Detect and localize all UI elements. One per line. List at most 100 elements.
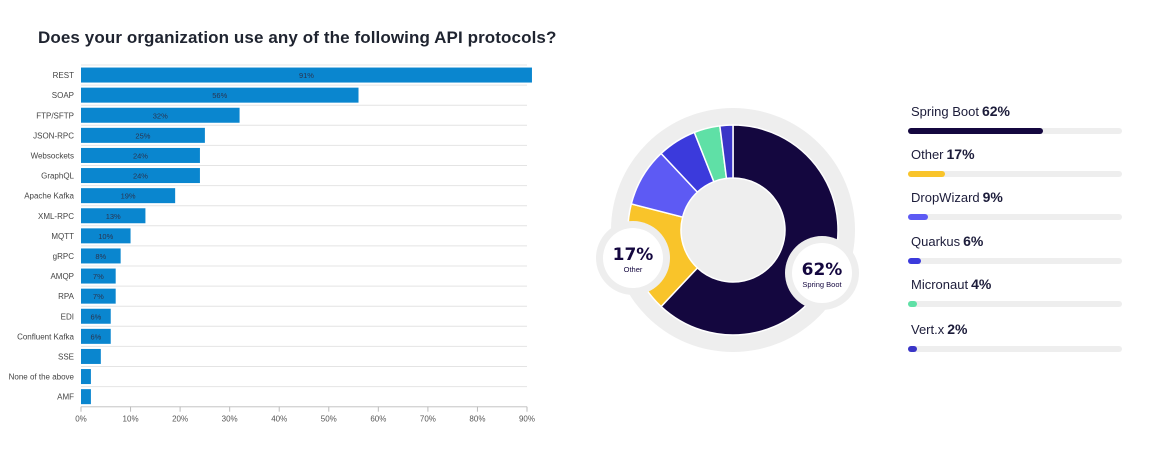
category-label: SSE — [58, 352, 74, 361]
legend-label: Micronaut 4% — [911, 276, 991, 292]
legend-fill — [908, 301, 917, 307]
bar-value-label: 56% — [212, 91, 227, 100]
legend-fill — [908, 214, 928, 220]
legend-series-name: Quarkus — [911, 234, 961, 249]
x-tick-label: 20% — [172, 415, 188, 424]
bar — [81, 147, 200, 163]
legend-series-name: Other — [911, 147, 944, 162]
legend-item: Quarkus 6% — [908, 233, 1123, 273]
category-label: None of the above — [9, 373, 75, 382]
bar-value-label: 24% — [133, 172, 148, 181]
bar-value-label: 13% — [106, 212, 121, 221]
legend-label: Spring Boot 62% — [911, 103, 1010, 119]
legend-track — [908, 171, 1122, 177]
x-tick-label: 70% — [420, 415, 436, 424]
category-label: GraphQL — [41, 172, 74, 181]
bar — [81, 268, 116, 284]
legend-series-name: Micronaut — [911, 277, 969, 292]
x-tick-label: 40% — [271, 415, 287, 424]
legend-track — [908, 258, 1122, 264]
bar-value-label: 8% — [95, 252, 106, 261]
bar — [81, 107, 240, 123]
category-label: FTP/SFTP — [36, 111, 74, 120]
legend-label: Vert.x 2% — [911, 321, 967, 337]
x-tick-label: 60% — [370, 415, 386, 424]
bar — [81, 228, 131, 244]
legend-track — [908, 214, 1122, 220]
donut-chart: 62%Spring Boot 17%Other — [596, 108, 859, 352]
legend-fill — [908, 258, 922, 264]
category-label: REST — [53, 71, 74, 80]
bar-value-label: 91% — [299, 71, 314, 80]
category-label: Confluent Kafka — [17, 332, 74, 341]
category-label: gRPC — [53, 252, 75, 261]
callout-bubble — [603, 228, 663, 288]
x-tick-label: 30% — [222, 415, 238, 424]
bar — [81, 67, 532, 83]
bar — [81, 248, 121, 264]
x-tick-label: 80% — [469, 415, 485, 424]
donut-center — [682, 179, 784, 281]
bar-value-label: 19% — [121, 192, 136, 201]
bar-value-label: 10% — [98, 232, 113, 241]
callout-percent: 17% — [613, 245, 654, 265]
callout-name: Spring Boot — [802, 280, 842, 289]
bar-value-label: 25% — [135, 131, 150, 140]
bar-value-label: 6% — [90, 332, 101, 341]
legend-item: Other 17% — [908, 146, 1123, 186]
bar — [81, 127, 205, 143]
legend-track — [908, 128, 1122, 134]
bar — [81, 308, 111, 324]
category-label: XML-RPC — [38, 212, 74, 221]
legend-percent: 17% — [946, 146, 975, 162]
callout-bubble — [792, 243, 852, 303]
bar-value-label: 7% — [93, 272, 104, 281]
category-label: JSON-RPC — [33, 131, 74, 140]
legend-percent: 2% — [947, 321, 968, 337]
bar — [81, 389, 91, 405]
bar-value-label: 24% — [133, 151, 148, 160]
legend-item: Vert.x 2% — [908, 321, 1123, 361]
bar — [81, 328, 111, 344]
category-label: RPA — [58, 292, 75, 301]
bar — [81, 208, 146, 224]
category-label: SOAP — [52, 91, 74, 100]
category-label: AMF — [57, 393, 74, 402]
legend-fill — [908, 171, 946, 177]
legend-item: DropWizard 9% — [908, 189, 1123, 229]
legend-item: Micronaut 4% — [908, 276, 1123, 316]
bar — [81, 288, 116, 304]
legend-percent: 6% — [963, 233, 984, 249]
category-label: Websockets — [31, 151, 74, 160]
donut-slice — [719, 124, 734, 180]
chart-title: Does your organization use any of the fo… — [38, 28, 557, 47]
bar-value-label: 32% — [153, 111, 168, 120]
bar — [81, 87, 359, 103]
legend-track — [908, 346, 1122, 352]
legend-series-name: Vert.x — [911, 322, 945, 337]
category-label: Apache Kafka — [24, 192, 74, 201]
legend-label: Other 17% — [911, 146, 975, 162]
legend-label: DropWizard 9% — [911, 189, 1003, 205]
legend-percent: 62% — [981, 103, 1010, 119]
bar — [81, 369, 91, 385]
bar — [81, 188, 176, 204]
legend-percent: 4% — [971, 276, 992, 292]
category-label: EDI — [61, 312, 74, 321]
bar-value-label: 7% — [93, 292, 104, 301]
legend-percent: 9% — [982, 189, 1003, 205]
legend-track — [908, 301, 1122, 307]
legend-label: Quarkus 6% — [911, 233, 983, 249]
legend-series-name: DropWizard — [911, 190, 980, 205]
bar — [81, 168, 200, 184]
legend-fill — [908, 128, 1044, 134]
legend-series-name: Spring Boot — [911, 104, 979, 119]
category-label: MQTT — [51, 232, 74, 241]
x-tick-label: 10% — [123, 415, 139, 424]
x-tick-label: 0% — [75, 415, 87, 424]
callout-name: Other — [624, 265, 643, 274]
bar-value-label: 6% — [90, 312, 101, 321]
legend-item: Spring Boot 62% — [908, 103, 1123, 143]
bar-chart: 0% 10% 20% 30% 40% 50% 60% 70% 80% 90% REST 91% SOAP… — [9, 64, 535, 424]
callout-percent: 62% — [802, 260, 843, 280]
